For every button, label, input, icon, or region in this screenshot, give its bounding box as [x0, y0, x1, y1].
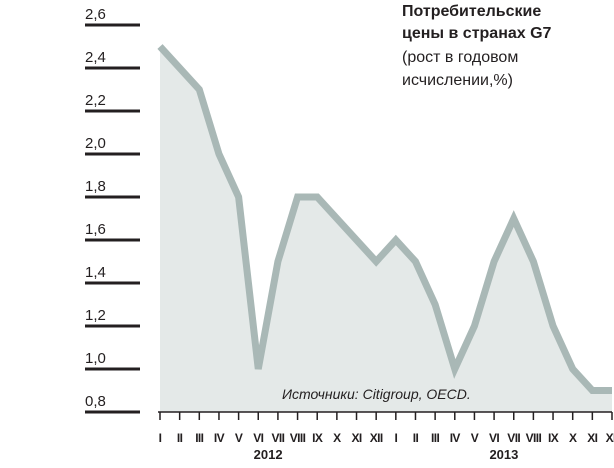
x-tick-label: XII — [370, 431, 383, 445]
x-tick-label: XI — [351, 431, 361, 445]
area — [160, 46, 612, 412]
x-tick-label: VII — [271, 431, 284, 445]
y-tick-label: 2,2 — [85, 92, 106, 109]
x-tick-label: VII — [507, 431, 520, 445]
y-tick-label: 2,0 — [85, 135, 106, 152]
year-label: 2013 — [489, 447, 518, 462]
x-tick-label: VI — [489, 431, 499, 445]
x-tick-label: X — [333, 431, 341, 445]
x-tick-label: V — [471, 431, 479, 445]
y-tick-label: 1,2 — [85, 307, 106, 324]
x-tick-label: V — [235, 431, 243, 445]
x-tick-label: III — [431, 431, 439, 445]
y-tick-label: 1,0 — [85, 350, 106, 367]
x-tick-label: IV — [450, 431, 461, 445]
y-tick-label: 1,4 — [85, 264, 106, 281]
y-tick-label: 2,4 — [85, 49, 106, 66]
y-tick-label: 2,6 — [85, 6, 106, 23]
y-tick-label: 1,8 — [85, 178, 106, 195]
x-tick-label: VIII — [526, 431, 542, 445]
x-tick-label: X — [569, 431, 577, 445]
x-tick-label: III — [195, 431, 203, 445]
x-tick-label: XII — [606, 431, 614, 445]
year-label: 2012 — [254, 447, 283, 462]
x-tick-label: IX — [548, 431, 559, 445]
y-tick-label: 0,8 — [85, 393, 106, 410]
x-tick-label: I — [159, 431, 162, 445]
y-tick-label: 1,6 — [85, 221, 106, 238]
line — [157, 44, 612, 394]
x-tick-label: II — [413, 431, 419, 445]
x-tick-label: XI — [587, 431, 597, 445]
x-tick-label: II — [177, 431, 183, 445]
x-tick-label: VI — [253, 431, 263, 445]
x-tick-label: IX — [312, 431, 323, 445]
chart-title: Потребительские цены в странах G7 — [402, 3, 552, 42]
x-tick-label: I — [394, 431, 397, 445]
x-tick-label: IV — [214, 431, 225, 445]
x-tick-label: VIII — [290, 431, 306, 445]
chart-subtitle: (рост в годовом исчислении,%) — [402, 49, 518, 89]
source-note: Источники: Citigroup, OECD. — [282, 386, 471, 402]
